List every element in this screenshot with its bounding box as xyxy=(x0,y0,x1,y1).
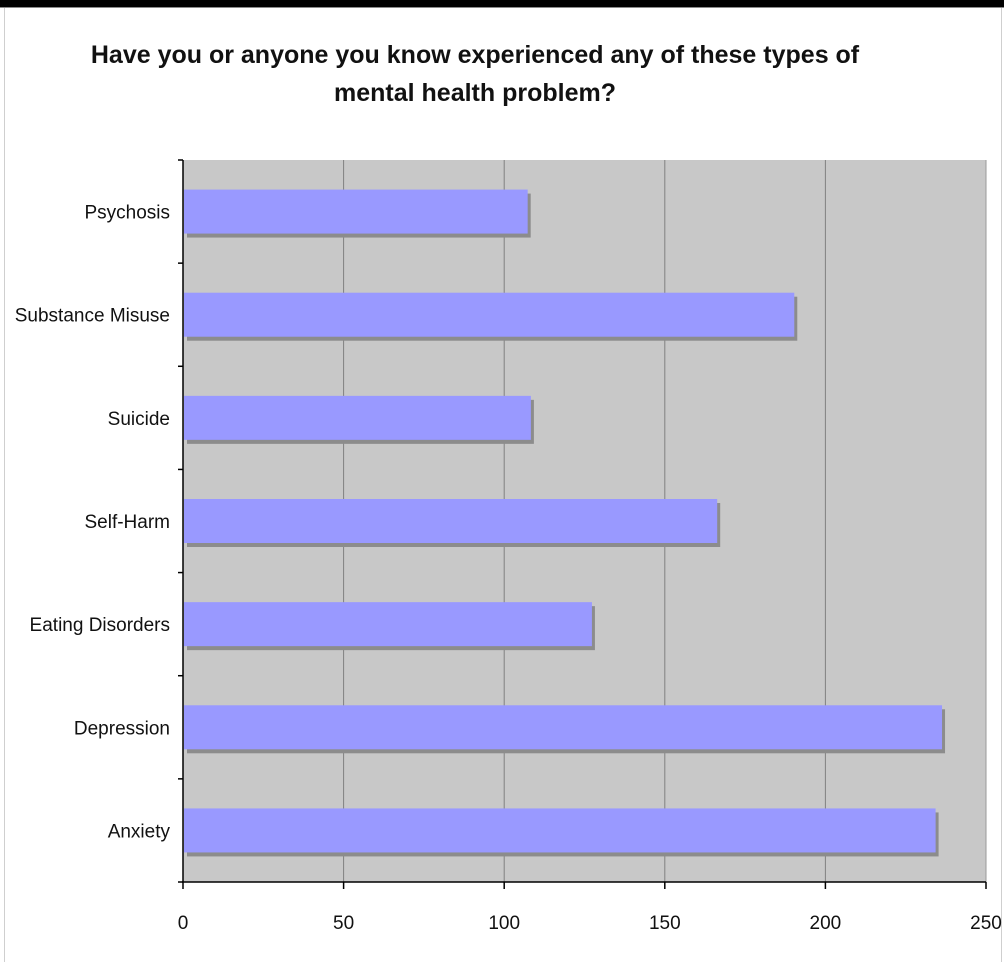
tick-labels: 0 50 100 150 200 250 xyxy=(178,913,1002,934)
top-rule xyxy=(0,0,1004,7)
category-label: Suicide xyxy=(108,409,170,430)
category-label: Depression xyxy=(74,718,170,739)
top-rule-shadow xyxy=(0,7,1004,8)
axes xyxy=(178,159,987,889)
x-tick-label: 100 xyxy=(488,913,520,934)
category-label: Substance Misuse xyxy=(15,306,170,327)
category-label: Self-Harm xyxy=(84,512,170,533)
category-labels: Psychosis Substance Misuse Suicide Self-Har… xyxy=(15,203,171,843)
bars xyxy=(184,189,946,857)
bar xyxy=(184,808,936,853)
x-tick-label: 50 xyxy=(333,913,354,934)
x-tick-label: 200 xyxy=(810,913,842,934)
x-tick-label: 250 xyxy=(970,913,1002,934)
bar xyxy=(184,292,795,337)
x-tick-label: 150 xyxy=(649,913,681,934)
chart-frame xyxy=(4,8,1002,962)
chart-title: Have you or anyone you know experienced … xyxy=(90,41,860,107)
bar xyxy=(184,395,531,440)
category-label: Eating Disorders xyxy=(30,615,170,636)
bar xyxy=(184,189,528,234)
category-label: Psychosis xyxy=(84,203,170,224)
x-tick-label: 0 xyxy=(178,913,189,934)
bar xyxy=(184,499,718,543)
category-label: Anxiety xyxy=(108,821,171,842)
bar xyxy=(184,602,592,647)
bar xyxy=(184,705,943,750)
